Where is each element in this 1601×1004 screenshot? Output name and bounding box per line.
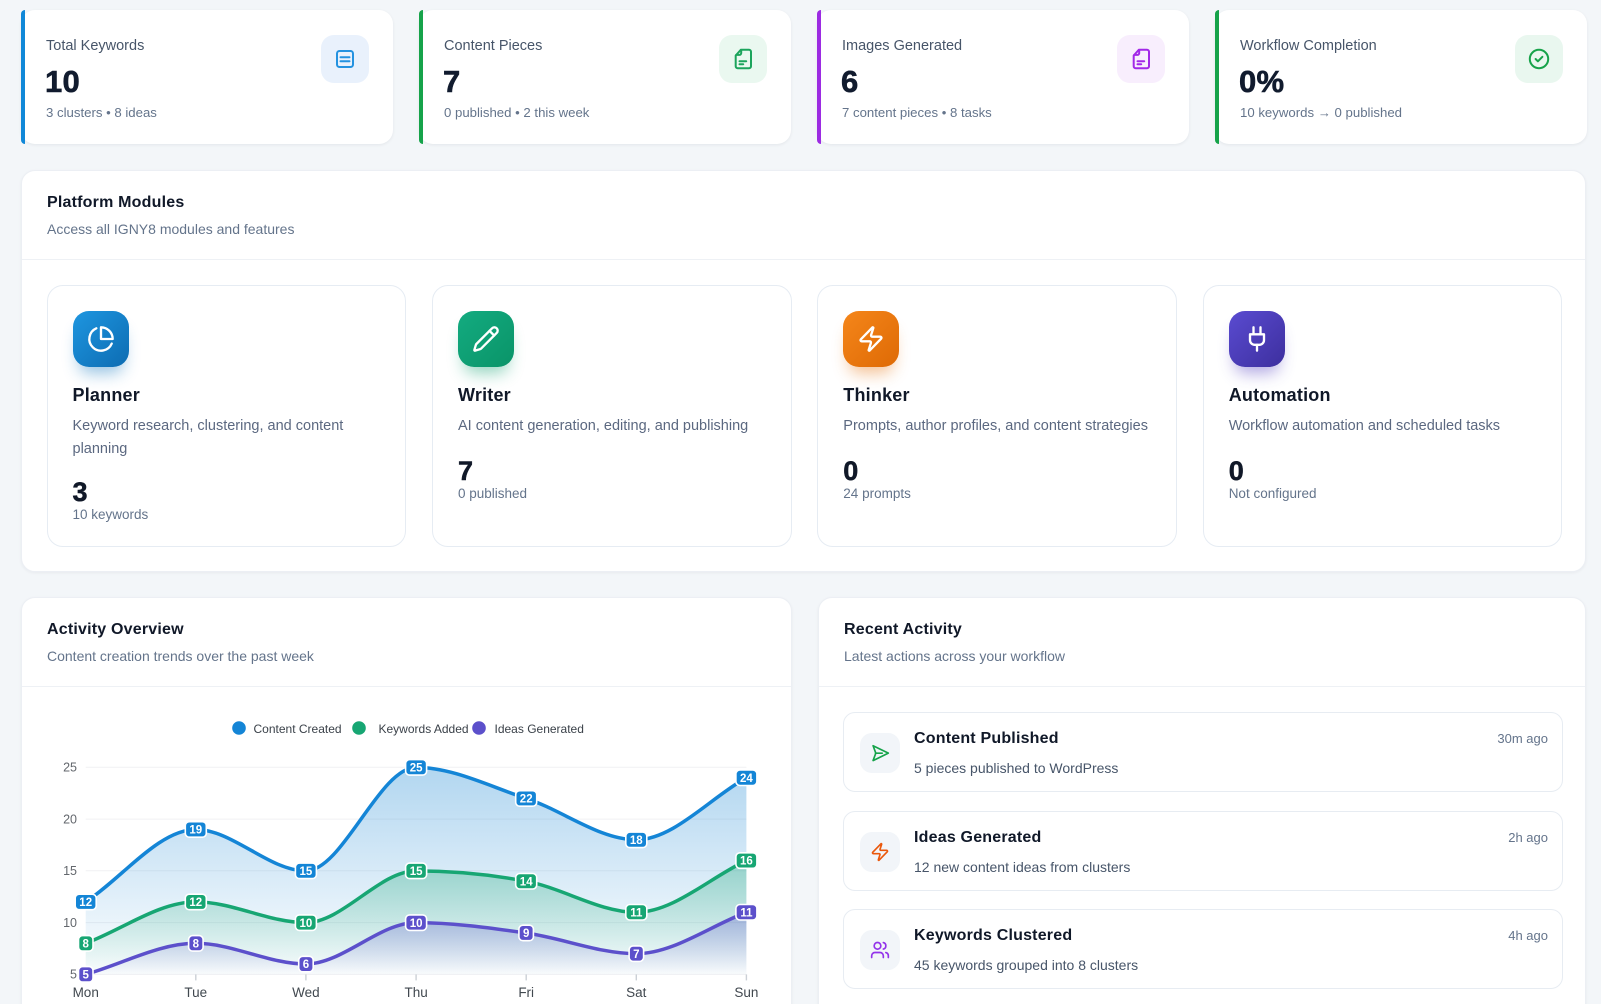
- svg-text:Content Created: Content Created: [254, 722, 342, 736]
- svg-text:7: 7: [633, 949, 639, 961]
- svg-text:Thu: Thu: [404, 985, 427, 1000]
- svg-text:16: 16: [740, 856, 753, 868]
- svg-text:11: 11: [740, 907, 753, 919]
- svg-text:15: 15: [410, 866, 423, 878]
- svg-text:25: 25: [410, 763, 423, 775]
- svg-text:10: 10: [63, 916, 77, 930]
- svg-text:19: 19: [189, 825, 202, 837]
- svg-text:22: 22: [520, 794, 533, 806]
- svg-text:10: 10: [410, 918, 423, 930]
- svg-text:Keywords Added: Keywords Added: [379, 722, 469, 736]
- svg-text:8: 8: [82, 938, 89, 950]
- svg-text:15: 15: [63, 864, 77, 878]
- svg-text:24: 24: [740, 773, 753, 785]
- svg-text:9: 9: [523, 928, 529, 940]
- svg-text:12: 12: [189, 897, 202, 909]
- svg-text:8: 8: [193, 938, 200, 950]
- svg-text:Mon: Mon: [73, 985, 99, 1000]
- svg-text:Sun: Sun: [734, 985, 758, 1000]
- svg-text:Ideas Generated: Ideas Generated: [495, 722, 584, 736]
- svg-text:20: 20: [63, 812, 77, 826]
- svg-text:5: 5: [82, 970, 89, 982]
- svg-text:18: 18: [630, 835, 643, 847]
- svg-text:6: 6: [303, 959, 309, 971]
- svg-text:10: 10: [300, 918, 313, 930]
- svg-text:25: 25: [63, 761, 77, 775]
- svg-text:Sat: Sat: [626, 985, 647, 1000]
- svg-text:5: 5: [70, 968, 77, 982]
- svg-text:Tue: Tue: [184, 985, 207, 1000]
- svg-text:15: 15: [300, 866, 313, 878]
- svg-text:Wed: Wed: [292, 985, 320, 1000]
- svg-text:14: 14: [520, 876, 533, 888]
- svg-text:11: 11: [630, 907, 643, 919]
- svg-text:Fri: Fri: [518, 985, 534, 1000]
- svg-text:12: 12: [79, 897, 92, 909]
